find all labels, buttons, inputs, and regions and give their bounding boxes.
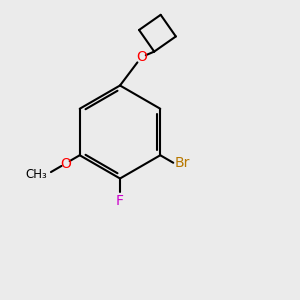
Text: CH₃: CH₃ [25, 168, 47, 181]
Text: O: O [136, 50, 147, 64]
Text: O: O [60, 157, 71, 170]
Text: Br: Br [175, 156, 190, 170]
Text: F: F [116, 194, 124, 208]
